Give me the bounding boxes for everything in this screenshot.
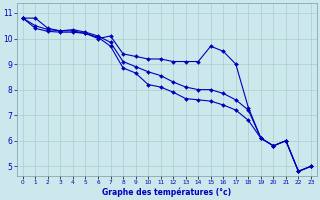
X-axis label: Graphe des températures (°c): Graphe des températures (°c) — [102, 188, 231, 197]
